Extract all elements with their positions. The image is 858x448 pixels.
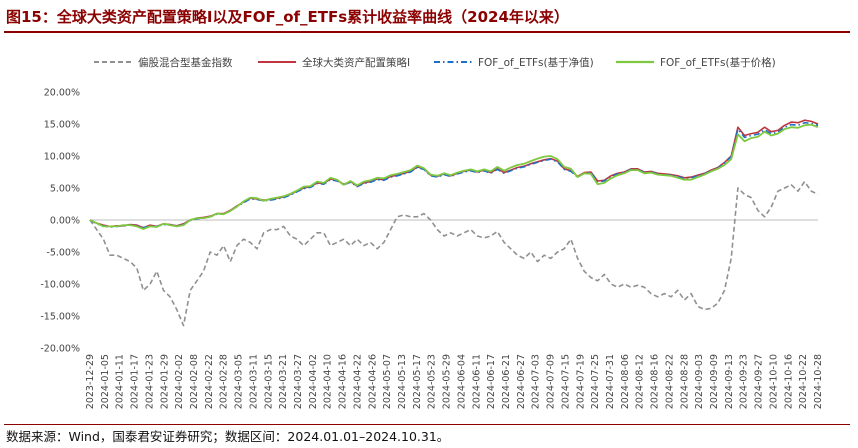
y-tick-label: 10.00% [44,152,80,163]
x-tick-label: 2024-08-22 [664,354,675,409]
x-tick-label: 2024-06-17 [486,354,497,409]
x-tick-label: 2024-04-16 [338,354,349,409]
x-tick-label: 2024-03-11 [248,354,259,409]
x-tick-label: 2024-09-03 [694,354,705,409]
x-tick-label: 2024-05-13 [397,354,408,409]
x-tick-label: 2023-12-29 [85,354,96,409]
x-tick-label: 2024-05-29 [442,354,453,409]
x-tick-label: 2024-02-02 [174,354,185,409]
x-tick-label: 2024-01-29 [159,354,170,409]
x-tick-label: 2024-01-11 [115,354,126,409]
x-tick-label: 2024-07-31 [605,354,616,409]
x-tick-label: 2024-08-28 [679,354,690,409]
x-tick-label: 2024-02-08 [189,354,200,409]
x-tick-label: 2024-07-15 [560,354,571,409]
x-tick-label: 2024-02-28 [219,354,230,409]
x-tick-label: 2024-01-05 [100,354,111,409]
y-tick-label: -15.00% [40,312,80,323]
x-tick-label: 2024-09-09 [709,354,720,409]
legend-label: 偏股混合型基金指数 [138,56,233,69]
x-tick-label: 2024-04-10 [323,354,334,409]
x-tick-label: 2024-08-16 [650,354,661,409]
x-tick-label: 2024-07-19 [575,354,586,409]
x-tick-label: 2024-04-26 [367,354,378,409]
x-tick-label: 2024-09-23 [739,354,750,409]
y-tick-label: -20.00% [40,344,80,355]
y-tick-label: -5.00% [46,248,80,259]
x-tick-label: 2024-02-22 [204,354,215,409]
x-tick-label: 2024-09-27 [754,354,765,409]
title-divider [4,31,850,33]
x-tick-label: 2024-09-13 [724,354,735,409]
x-tick-label: 2024-06-21 [501,354,512,409]
x-tick-label: 2024-10-16 [783,354,794,409]
x-tick-label: 2024-07-09 [546,354,557,409]
y-tick-label: 5.00% [50,184,80,195]
x-tick-label: 2024-05-17 [412,354,423,409]
y-axis: -20.00% -15.00% -10.00% -5.00% 0.00% 5.00% 10.… [40,88,818,355]
x-tick-label: 2024-10-10 [768,354,779,409]
x-tick-label: 2024-03-05 [234,354,245,409]
x-tick-label: 2024-05-07 [382,354,393,409]
x-tick-label: 2024-03-21 [278,354,289,409]
x-axis: 2023-12-29 2024-01-05 2024-01-11 2024-01-17… [85,354,824,409]
legend-label: FOF_of_ETFs(基于价格) [660,56,776,69]
chart-legend: 偏股混合型基金指数 全球大类资产配置策略I FOF_of_ETFs(基于净值) FOF… [94,56,776,69]
x-tick-label: 2024-03-15 [263,354,274,409]
x-tick-label: 2024-04-22 [352,354,363,409]
legend-label: FOF_of_ETFs(基于净值) [478,56,594,69]
x-tick-label: 2024-08-06 [620,354,631,409]
x-tick-label: 2024-06-11 [471,354,482,409]
legend-label: 全球大类资产配置策略I [302,56,410,69]
y-tick-label: 15.00% [44,120,80,131]
x-tick-label: 2024-05-23 [427,354,438,409]
line-chart: 偏股混合型基金指数 全球大类资产配置策略I FOF_of_ETFs(基于净值) FOF… [40,56,824,409]
data-source-note: 数据来源：Wind，国泰君安证券研究；数据区间：2024.01.01–2024.… [6,429,450,444]
y-tick-label: 0.00% [50,216,80,227]
footer-divider [4,424,850,425]
y-tick-label: 20.00% [44,88,80,99]
x-tick-label: 2024-04-02 [308,354,319,409]
x-tick-label: 2024-07-25 [590,354,601,409]
x-tick-label: 2024-01-17 [130,354,141,409]
figure-title: 图15：全球大类资产配置策略I以及FOF_of_ETFs累计收益率曲线（2024… [6,8,569,26]
x-tick-label: 2024-06-27 [516,354,527,409]
x-tick-label: 2024-06-04 [456,354,467,409]
x-tick-label: 2024-10-22 [798,354,809,409]
series-line-1 [89,180,819,327]
series-line-4 [89,123,819,230]
x-tick-label: 2024-10-28 [813,354,824,409]
x-tick-label: 2024-01-23 [144,354,155,409]
x-tick-label: 2024-07-03 [531,354,542,409]
y-tick-label: -10.00% [40,280,80,291]
series-lines [89,119,819,327]
x-tick-label: 2024-03-27 [293,354,304,409]
x-tick-label: 2024-08-12 [635,354,646,409]
